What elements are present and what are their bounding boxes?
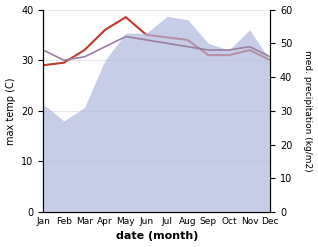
Y-axis label: med. precipitation (kg/m2): med. precipitation (kg/m2) — [303, 50, 313, 172]
Y-axis label: max temp (C): max temp (C) — [5, 77, 16, 144]
X-axis label: date (month): date (month) — [115, 231, 198, 242]
